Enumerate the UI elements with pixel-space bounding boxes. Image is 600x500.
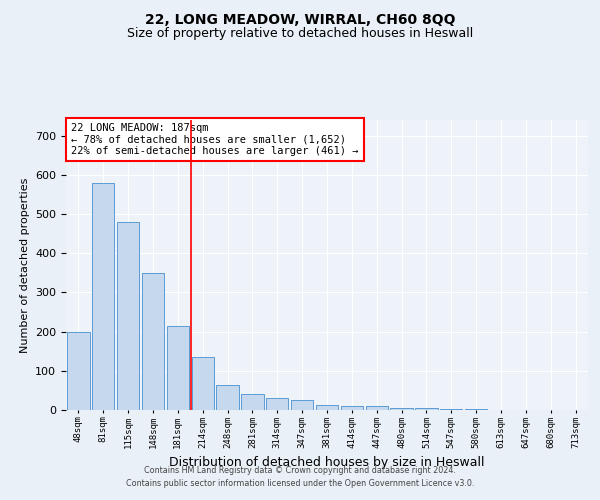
Text: 22, LONG MEADOW, WIRRAL, CH60 8QQ: 22, LONG MEADOW, WIRRAL, CH60 8QQ [145,12,455,26]
Bar [167,326,189,410]
Bar [415,408,437,410]
Text: 22 LONG MEADOW: 187sqm
← 78% of detached houses are smaller (1,652)
22% of semi-: 22 LONG MEADOW: 187sqm ← 78% of detached… [71,123,359,156]
Y-axis label: Number of detached properties: Number of detached properties [20,178,29,352]
Text: Size of property relative to detached houses in Heswall: Size of property relative to detached ho… [127,28,473,40]
Bar [217,384,239,410]
Bar [142,273,164,410]
Bar [191,357,214,410]
Bar [440,409,463,410]
Bar [465,409,487,410]
Bar [291,400,313,410]
Bar [365,406,388,410]
X-axis label: Distribution of detached houses by size in Heswall: Distribution of detached houses by size … [169,456,485,469]
Bar [241,394,263,410]
Bar [316,404,338,410]
Bar [266,398,289,410]
Text: Contains HM Land Registry data © Crown copyright and database right 2024.
Contai: Contains HM Land Registry data © Crown c… [126,466,474,487]
Bar [391,408,413,410]
Bar [67,332,89,410]
Bar [117,222,139,410]
Bar [341,406,363,410]
Bar [92,182,115,410]
